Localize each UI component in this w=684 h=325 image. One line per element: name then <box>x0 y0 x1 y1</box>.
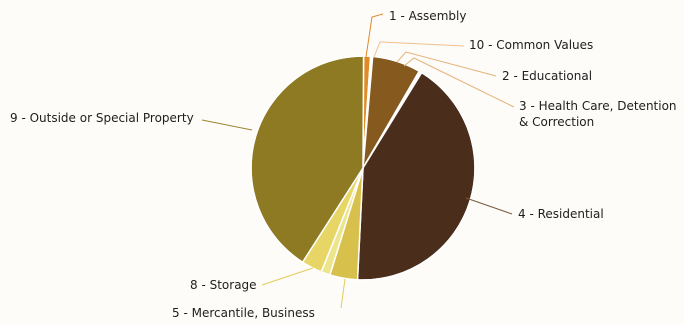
pie-slices <box>250 55 476 281</box>
label-common-values: 10 - Common Values <box>469 38 593 52</box>
label-assembly: 1 - Assembly <box>389 9 466 23</box>
label-outside-special-property: 9 - Outside or Special Property <box>10 111 194 125</box>
label-storage: 8 - Storage <box>190 278 257 292</box>
leader-residential <box>465 197 513 215</box>
leader-assembly <box>365 13 384 58</box>
label-educational: 2 - Educational <box>502 69 592 83</box>
label-health-care: 3 - Health Care, Detention & Correction <box>519 99 680 129</box>
leader-health-care <box>403 57 515 108</box>
leader-educational <box>396 51 497 77</box>
leader-mercantile <box>340 278 346 309</box>
label-residential: 4 - Residential <box>518 207 604 221</box>
pie-rim <box>250 55 476 281</box>
label-mercantile-business: 5 - Mercantile, Business <box>172 306 315 320</box>
leader-lines <box>201 13 515 309</box>
leader-outside <box>201 119 253 131</box>
leader-common-values <box>373 41 465 58</box>
label-health-care-line1: 3 - Health Care, Detention <box>519 99 677 113</box>
leader-storage <box>261 267 314 286</box>
label-health-care-line2: & Correction <box>519 115 594 129</box>
